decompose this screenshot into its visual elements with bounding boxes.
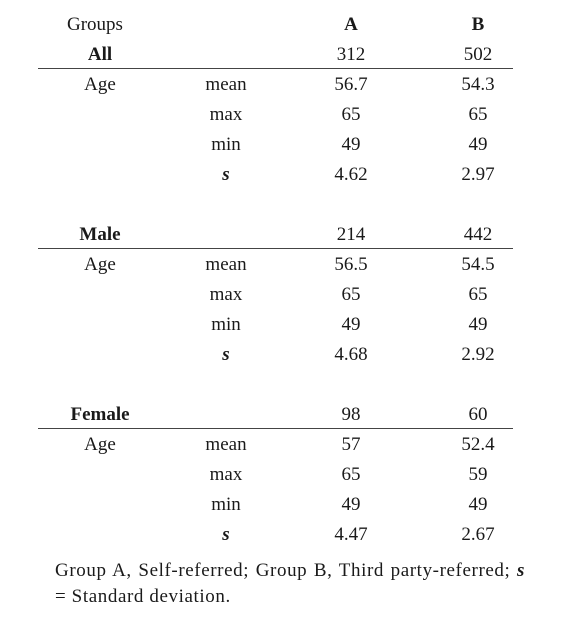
stat-value-a: 57 [341,434,361,455]
section-female-divider [38,428,513,429]
stat-label-mean: mean [205,434,247,455]
stat-label-sd: s [222,524,230,545]
section-male-count-b: 442 [463,224,493,245]
section-female-count-a: 98 [341,404,361,425]
section-male-count-a: 214 [336,224,366,245]
stat-value-a: 49 [341,314,361,335]
stat-value-b: 65 [468,284,488,305]
footnote-text-part1: Group A, Self-referred; Group B, Third p… [55,560,517,581]
stat-value-b: 2.97 [461,164,495,185]
stat-value-a: 4.62 [334,164,368,185]
stat-value-b: 65 [468,104,488,125]
footnote-sd-symbol: s [517,560,525,581]
stat-label-max: max [209,284,243,305]
section-all-count-a: 312 [336,44,366,65]
stat-value-b: 59 [468,464,488,485]
stat-value-b: 49 [468,134,488,155]
stat-value-b: 52.4 [461,434,495,455]
stat-label-mean: mean [205,74,247,95]
section-male-divider [38,248,513,249]
footnote-text-part2: = Standard deviation. [55,586,231,607]
stat-value-b: 54.3 [461,74,495,95]
stat-label-min: min [211,494,241,515]
column-header-b: B [471,14,485,35]
stat-value-a: 49 [341,134,361,155]
section-all-divider [38,68,513,69]
stat-label-max: max [209,104,243,125]
column-header-a: A [344,14,358,35]
stat-label-min: min [211,134,241,155]
stat-label-sd: s [222,164,230,185]
stat-value-b: 49 [468,494,488,515]
section-female-variable-label: Age [84,434,116,455]
stat-label-sd: s [222,344,230,365]
stat-value-a: 65 [341,104,361,125]
stat-value-b: 49 [468,314,488,335]
section-name-female: Female [70,404,130,425]
stat-label-max: max [209,464,243,485]
section-female-count-b: 60 [468,404,488,425]
section-male-variable-label: Age [84,254,116,275]
section-all-variable-label: Age [84,74,116,95]
stat-value-b: 2.67 [461,524,495,545]
stat-value-a: 65 [341,464,361,485]
table-footnote: Group A, Self-referred; Group B, Third p… [55,558,525,610]
stat-label-min: min [211,314,241,335]
stat-value-a: 4.68 [334,344,368,365]
section-name-male: Male [79,224,121,245]
stat-value-a: 65 [341,284,361,305]
stat-value-a: 56.5 [334,254,368,275]
section-name-all: All [87,44,113,65]
stat-label-mean: mean [205,254,247,275]
stat-value-a: 49 [341,494,361,515]
stat-value-b: 2.92 [461,344,495,365]
stat-value-a: 56.7 [334,74,368,95]
section-all-count-b: 502 [463,44,493,65]
stat-value-b: 54.5 [461,254,495,275]
stat-value-a: 4.47 [334,524,368,545]
groups-header-label: Groups [67,14,123,35]
